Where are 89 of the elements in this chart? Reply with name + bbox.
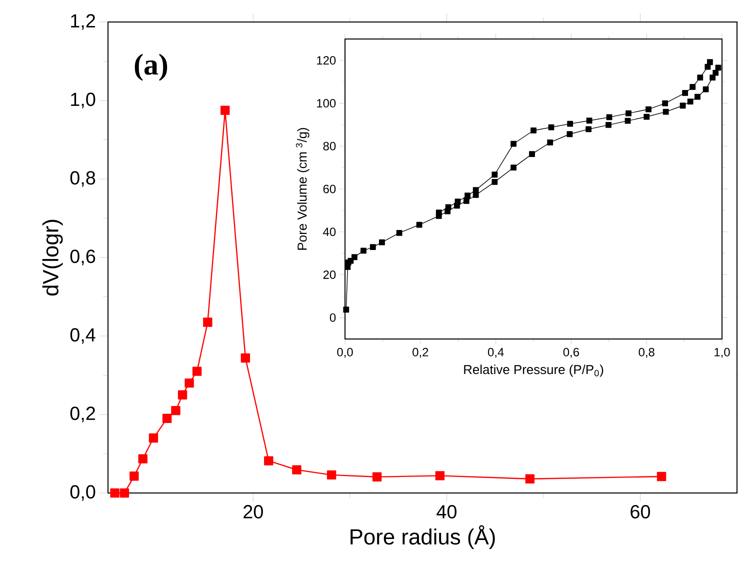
- point: [184, 378, 194, 388]
- x-tick-label: 40: [436, 505, 456, 518]
- point: [492, 178, 498, 185]
- point: [463, 198, 470, 204]
- y-tick-label: 0: [330, 313, 336, 322]
- point: [586, 126, 592, 132]
- point: [292, 465, 302, 474]
- x-tick-label: 1,0: [714, 348, 730, 358]
- point: [203, 318, 212, 327]
- point: [646, 106, 652, 112]
- y-axis-title: Pore Volume (cm $^{3}$/g): [296, 128, 310, 250]
- point: [192, 366, 202, 376]
- y-tick-label: 20: [323, 270, 336, 279]
- point: [567, 120, 574, 127]
- point: [220, 106, 230, 115]
- point: [586, 118, 592, 124]
- point: [687, 98, 694, 105]
- point: [130, 472, 139, 481]
- point: [351, 254, 358, 260]
- y-tick-label: 120: [317, 56, 336, 65]
- point: [148, 433, 158, 443]
- point: [547, 140, 554, 146]
- y-tick-label: 0,2: [70, 406, 95, 422]
- x-tick-label: 0,6: [563, 348, 579, 358]
- point: [662, 100, 668, 106]
- y-tick-label: 0,6: [70, 250, 96, 266]
- point: [510, 164, 516, 171]
- x-tick-label: 0,0: [337, 348, 353, 358]
- point: [656, 472, 666, 482]
- x-tick-label: 20: [244, 505, 263, 518]
- x-tick-label: 60: [630, 505, 650, 518]
- x-tick-label: 0,4: [488, 348, 504, 358]
- point: [264, 456, 274, 466]
- point: [472, 187, 479, 194]
- point: [680, 102, 686, 109]
- point: [240, 353, 250, 363]
- y-tick-label: 80: [323, 142, 336, 150]
- point: [712, 70, 719, 76]
- point: [138, 454, 148, 464]
- point: [492, 172, 498, 178]
- y-tick-label: 60: [323, 184, 336, 194]
- point: [110, 488, 120, 498]
- x-tick-label: 0,2: [412, 348, 428, 358]
- x-tick-label: 0,8: [638, 348, 654, 358]
- point: [343, 306, 350, 313]
- point: [120, 488, 130, 498]
- point: [706, 59, 713, 66]
- y-tick-label: 0,8: [70, 171, 96, 187]
- point: [454, 198, 461, 205]
- point: [704, 64, 711, 70]
- y-axis-title: dV(logr): [42, 220, 63, 296]
- point: [396, 230, 402, 236]
- point: [626, 110, 632, 116]
- point: [566, 131, 573, 138]
- point: [372, 472, 382, 482]
- point: [171, 406, 180, 416]
- y-tick-label: 100: [317, 99, 336, 108]
- x-axis-title: Relative Pressure (P/P$_{0}$): [464, 364, 604, 377]
- point: [435, 471, 445, 480]
- annotation: (a): [134, 54, 168, 81]
- point: [436, 210, 442, 216]
- point: [662, 108, 669, 115]
- point: [644, 114, 650, 120]
- y-tick-label: 40: [323, 228, 336, 236]
- point: [606, 122, 612, 128]
- point: [360, 248, 366, 254]
- point: [464, 192, 470, 199]
- point: [178, 390, 188, 400]
- point: [682, 90, 688, 96]
- point: [162, 414, 172, 424]
- y-tick-label: 0,4: [70, 328, 96, 344]
- point: [697, 74, 704, 81]
- point: [379, 239, 385, 246]
- y-tick-label: 1,0: [71, 92, 96, 108]
- point: [370, 244, 376, 250]
- point: [529, 151, 535, 158]
- point: [445, 204, 452, 210]
- point: [702, 86, 709, 92]
- x-axis-title: Pore radius (Å): [350, 525, 495, 549]
- point: [326, 470, 336, 480]
- y-tick-label: 0,0: [70, 485, 96, 501]
- point: [530, 128, 536, 134]
- y-tick-label: 1,2: [71, 14, 95, 30]
- point: [525, 474, 535, 484]
- point: [624, 118, 631, 124]
- point: [690, 84, 696, 90]
- point: [710, 74, 716, 81]
- point: [510, 140, 516, 147]
- point: [694, 94, 700, 100]
